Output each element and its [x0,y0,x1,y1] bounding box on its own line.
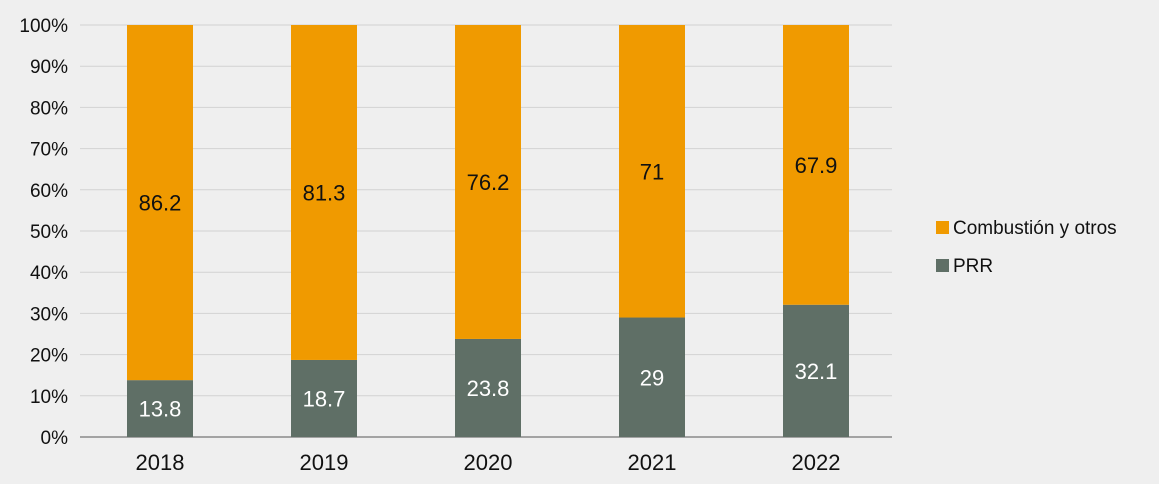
bar-segment [455,25,521,339]
data-label: 29 [640,365,664,390]
bar-segment [291,359,357,437]
data-label: 32.1 [795,359,838,384]
x-tick-label: 2019 [300,450,349,475]
data-label: 18.7 [303,386,346,411]
y-tick-label: 30% [30,304,68,325]
x-tick-label: 2021 [628,450,677,475]
data-label: 71 [640,159,664,184]
bar-segment [455,338,521,437]
x-tick-label: 2022 [792,450,841,475]
bar-segment [127,380,193,437]
bar-segment [619,25,685,318]
bar-segment [783,304,849,437]
y-tick-label: 70% [30,140,68,161]
y-tick-label: 90% [30,57,68,78]
data-label: 23.8 [467,376,510,401]
y-tick-label: 20% [30,346,68,367]
legend-swatch [936,259,949,272]
data-label: 67.9 [795,153,838,178]
legend: Combustión y otros PRR [936,218,1117,277]
y-tick-label: 60% [30,181,68,202]
bar-segment [619,317,685,437]
y-tick-label: 0% [41,428,69,449]
y-tick-label: 10% [30,387,68,408]
y-tick-label: 50% [30,222,68,243]
legend-label: Combustión y otros [953,218,1117,239]
bars [127,25,849,437]
x-tick-label: 2020 [464,450,513,475]
y-tick-label: 80% [30,98,68,119]
x-tick-label: 2018 [136,450,185,475]
y-tick-label: 40% [30,263,68,284]
legend-swatch [936,221,949,234]
data-labels: 13.8 86.2 18.7 81.3 23.8 76.2 29 71 32.1 67.9 [139,153,838,422]
data-label: 86.2 [139,191,182,216]
data-label: 13.8 [139,397,182,422]
bar-segment [291,25,357,360]
data-label: 81.3 [303,180,346,205]
bar-segment [783,25,849,305]
y-tick-label: 100% [19,16,68,37]
x-axis-ticks: 2018 2019 2020 2021 2022 [136,450,841,475]
bar-segment [127,25,193,381]
data-label: 76.2 [467,170,510,195]
legend-label: PRR [953,256,993,277]
y-axis-ticks: 0% 10% 20% 30% 40% 50% 60% 70% 80% 90% 100% [19,16,68,449]
